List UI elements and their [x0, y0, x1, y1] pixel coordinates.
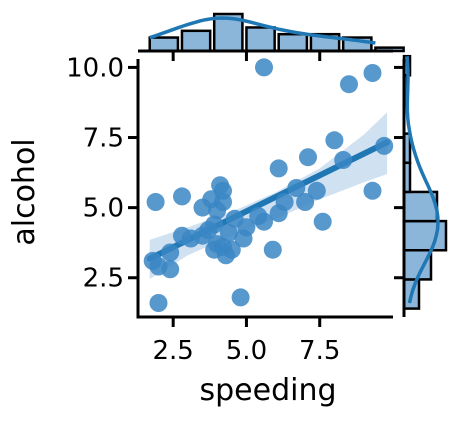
data-point	[255, 58, 273, 77]
data-point	[296, 193, 315, 211]
data-point	[363, 64, 382, 82]
y-tick-label: 5.0	[83, 194, 124, 224]
y-tick-label: 2.5	[83, 264, 124, 294]
data-point	[193, 198, 212, 217]
data-point	[334, 151, 353, 169]
y-kde-curve	[405, 56, 440, 304]
data-point	[287, 179, 306, 197]
data-point	[325, 131, 344, 150]
y-tick-label: 7.5	[83, 124, 124, 154]
x-tick-label: 7.5	[299, 336, 340, 366]
x-hist-bar	[180, 29, 212, 53]
marginal-x-histogram	[138, 12, 405, 61]
scatter-points	[143, 58, 394, 312]
data-point	[173, 187, 191, 206]
data-point	[340, 75, 358, 94]
data-point	[161, 243, 180, 262]
data-point	[231, 288, 250, 307]
axes: 2.5 5.0 7.5 2.5 5.0 7.5 10.0	[66, 53, 393, 366]
x-hist-bar	[245, 26, 276, 53]
data-point	[313, 212, 332, 231]
data-point	[307, 181, 326, 200]
y-tick-label: 10.0	[66, 53, 124, 83]
x-hist-bar	[148, 36, 180, 53]
y-axis-title: alcohol	[7, 138, 42, 245]
x-tick-label: 5.0	[226, 336, 267, 366]
x-axis-title: speeding	[199, 373, 336, 408]
data-point	[255, 212, 273, 231]
data-point	[363, 181, 382, 200]
y-hist-bar	[402, 219, 448, 252]
data-point	[269, 159, 288, 178]
data-point	[216, 246, 235, 265]
data-point	[161, 260, 180, 279]
x-tick-label: 2.5	[152, 336, 193, 366]
data-point	[234, 229, 253, 248]
data-point	[219, 223, 238, 242]
data-point	[181, 229, 200, 248]
data-point	[146, 193, 165, 211]
data-point	[263, 240, 282, 259]
x-kde-curve	[149, 16, 376, 45]
scatter-plot-area: 2.5 5.0 7.5 2.5 5.0 7.5 10.0	[66, 53, 394, 366]
x-hist-bar	[277, 32, 309, 53]
data-point	[299, 148, 317, 167]
marginal-y-histogram	[394, 54, 448, 317]
data-point	[269, 204, 288, 223]
data-point	[208, 201, 227, 220]
data-point	[375, 136, 394, 155]
data-point	[149, 294, 168, 312]
